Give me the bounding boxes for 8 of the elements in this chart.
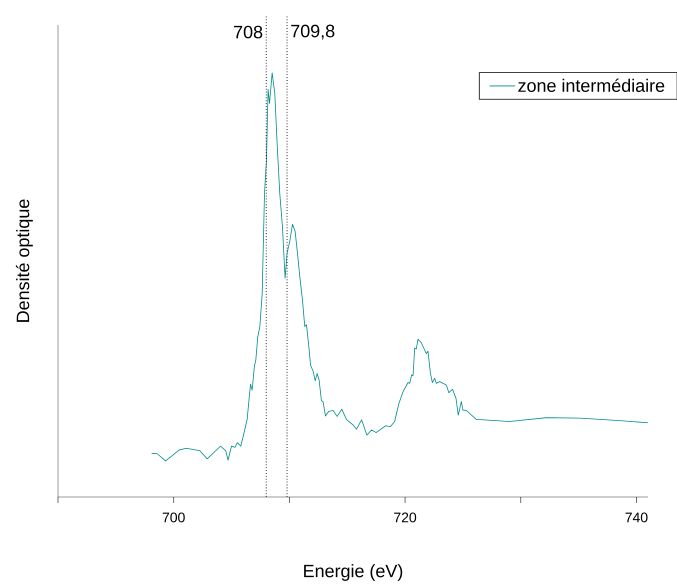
y-axis-title: Densité optique — [16, 200, 33, 322]
ref-line-label: 709,8 — [291, 24, 334, 40]
x-tick-label: 740 — [626, 512, 648, 522]
x-tick-label: 700 — [162, 512, 185, 522]
x-tick-label: 720 — [394, 512, 416, 522]
ref-line-label: 708 — [234, 26, 262, 38]
x-axis-title: Energie (eV) — [304, 564, 402, 581]
legend-label: zone intermédiaire — [518, 78, 664, 92]
